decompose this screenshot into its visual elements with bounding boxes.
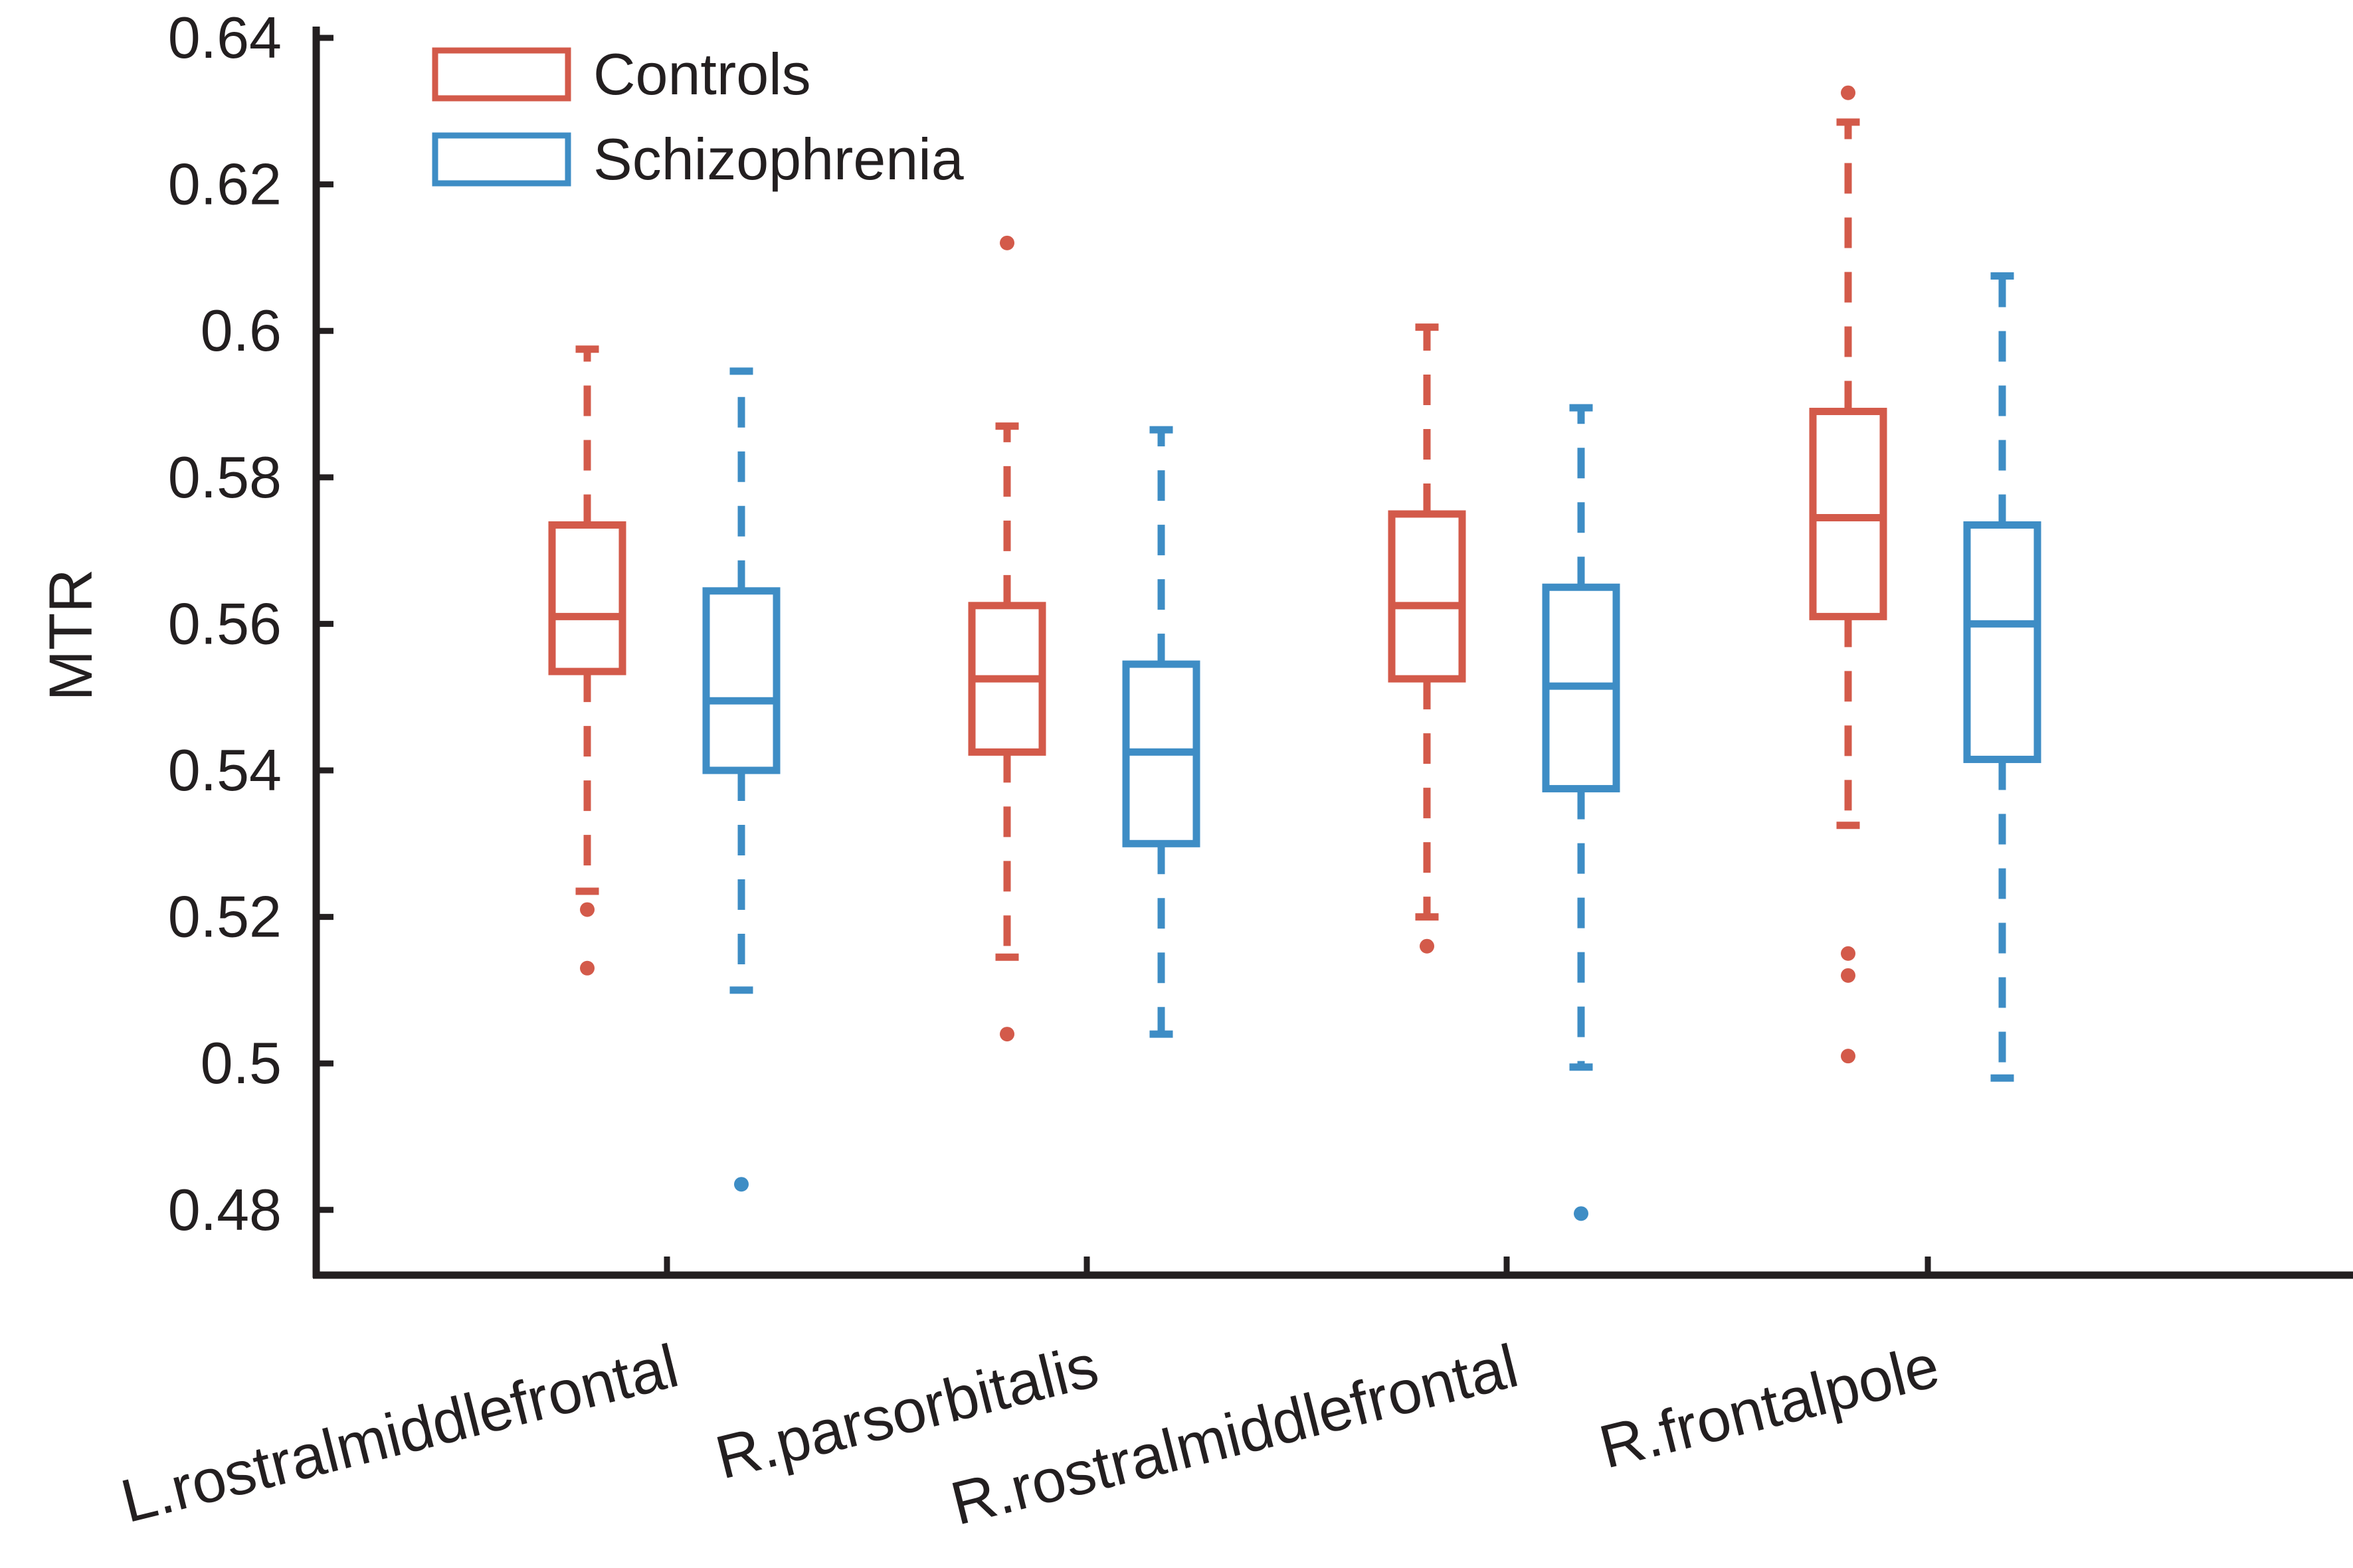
box-controls xyxy=(1388,323,1466,954)
outlier-point xyxy=(1420,938,1434,954)
iqr-box xyxy=(548,521,626,675)
y-tick-label: 0.56 xyxy=(168,590,282,656)
box-schizophrenia xyxy=(1542,404,1620,1221)
legend-swatch xyxy=(432,47,571,102)
outlier-point xyxy=(1000,1027,1014,1042)
legend: Controls Schizophrenia xyxy=(432,41,964,192)
y-tick-label: 0.62 xyxy=(168,151,282,217)
outlier-point xyxy=(734,1177,749,1192)
legend-item: Controls xyxy=(432,41,811,107)
x-tick-label: L.rostralmiddlefrontal xyxy=(115,1332,685,1535)
y-tick-label: 0.64 xyxy=(168,5,282,70)
outlier-point xyxy=(580,902,595,917)
y-tick-label: 0.48 xyxy=(168,1177,282,1243)
y-tick-label: 0.5 xyxy=(201,1030,282,1096)
x-tick-label: R.frontalpole xyxy=(1593,1332,1946,1481)
box-controls xyxy=(1809,85,1887,1064)
y-axis-label: MTR xyxy=(37,568,105,701)
outlier-point xyxy=(580,960,595,976)
box-controls xyxy=(968,235,1046,1042)
box-schizophrenia xyxy=(1963,272,2041,1082)
legend-label: Controls xyxy=(593,41,811,107)
outlier-point xyxy=(1841,1049,1855,1064)
outlier-point xyxy=(1841,968,1855,983)
y-tick-label: 0.54 xyxy=(168,737,282,803)
legend-label: Schizophrenia xyxy=(593,126,964,192)
outlier-point xyxy=(1841,85,1855,100)
iqr-box xyxy=(702,587,781,774)
x-axis-ticks: L.rostralmiddlefrontal R.parsorbitalisR.r… xyxy=(115,1257,1946,1538)
y-tick-label: 0.6 xyxy=(201,298,282,363)
outlier-point xyxy=(1000,235,1014,250)
y-tick-label: 0.52 xyxy=(168,884,282,950)
y-axis-ticks: 0.48 0.5 0.52 0.54 0.56 0.58 0.6 0.62 0.64 xyxy=(168,5,333,1243)
iqr-box xyxy=(1809,408,1887,620)
y-tick-label: 0.58 xyxy=(168,444,282,510)
legend-swatch xyxy=(432,132,571,187)
outlier-point xyxy=(1841,946,1855,961)
box-controls xyxy=(548,345,626,976)
box-schizophrenia xyxy=(1122,426,1200,1038)
iqr-box xyxy=(1963,521,2041,763)
plot-area xyxy=(548,85,2041,1221)
iqr-box xyxy=(1388,510,1466,683)
legend-item: Schizophrenia xyxy=(432,126,964,192)
box-schizophrenia xyxy=(702,367,781,1192)
outlier-point xyxy=(1574,1206,1588,1221)
